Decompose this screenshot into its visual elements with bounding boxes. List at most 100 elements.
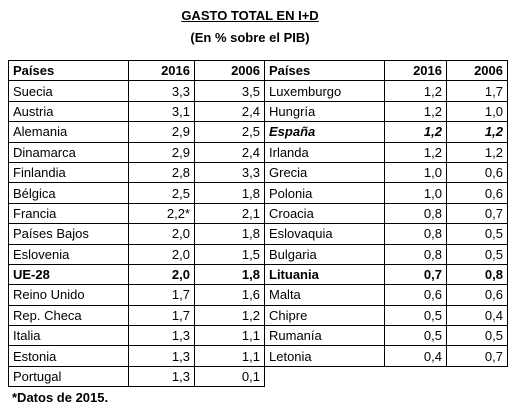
value-cell: 1,8 <box>194 263 265 286</box>
table-row: Portugal 1,3 0,1 <box>8 365 508 388</box>
value-cell: 0,6 <box>446 284 508 306</box>
value-cell: 1,5 <box>194 243 265 265</box>
footnote: *Datos de 2015. <box>12 390 109 405</box>
table-row: Rep. Checa 1,7 1,2 Chipre 0,5 0,4 <box>8 304 508 327</box>
country-cell: Rep. Checa <box>8 304 129 327</box>
value-cell: 0,8 <box>384 243 447 265</box>
table-row: Francia 2,2* 2,1 Croacia 0,8 0,7 <box>8 202 508 225</box>
value-cell: 1,1 <box>194 345 265 367</box>
column-header: 2006 <box>446 59 508 82</box>
title: GASTO TOTAL EN I+D <box>181 8 319 23</box>
value-cell: 0,7 <box>446 202 508 225</box>
value-cell: 3,1 <box>128 100 195 123</box>
column-header: 2016 <box>384 59 447 82</box>
country-cell: Hungría <box>264 100 385 123</box>
country-cell: Eslovenia <box>8 243 129 265</box>
country-cell: Malta <box>264 284 385 306</box>
table-row: Italia 1,3 1,1 Rumanía 0,5 0,5 <box>8 325 508 347</box>
value-cell: 3,3 <box>128 80 195 102</box>
table-row: Dinamarca 2,9 2,4 Irlanda 1,2 1,2 <box>8 141 508 163</box>
country-cell: Finlandia <box>8 161 129 184</box>
column-header: 2006 <box>194 59 265 82</box>
table-row: Eslovenia 2,0 1,5 Bulgaria 0,8 0,5 <box>8 243 508 265</box>
value-cell: 0,6 <box>446 182 508 204</box>
value-cell: 2,9 <box>128 141 195 163</box>
country-cell: España <box>264 121 385 143</box>
value-cell: 1,8 <box>194 223 265 245</box>
country-cell: Lituania <box>264 263 385 286</box>
value-cell: 3,3 <box>194 161 265 184</box>
country-cell: Letonia <box>264 345 385 367</box>
value-cell: 1,2 <box>384 141 447 163</box>
country-cell: Estonia <box>8 345 129 367</box>
value-cell: 0,8 <box>384 223 447 245</box>
country-cell: Francia <box>8 202 129 225</box>
value-cell: 0,5 <box>384 325 447 347</box>
country-cell: Croacia <box>264 202 385 225</box>
value-cell: 2,2* <box>128 202 195 225</box>
value-cell: 1,2 <box>446 121 508 143</box>
country-cell: Portugal <box>8 365 129 388</box>
table-row: Estonia 1,3 1,1 Letonia 0,4 0,7 <box>8 345 508 367</box>
country-cell: Suecia <box>8 80 129 102</box>
value-cell: 2,5 <box>128 182 195 204</box>
column-header: 2016 <box>128 59 195 82</box>
country-cell: Bélgica <box>8 182 129 204</box>
country-cell: Irlanda <box>264 141 385 163</box>
value-cell: 0,4 <box>446 304 508 327</box>
table-row: Austria 3,1 2,4 Hungría 1,2 1,0 <box>8 100 508 123</box>
country-cell: Alemania <box>8 121 129 143</box>
empty-cell <box>264 365 385 387</box>
value-cell: 1,7 <box>128 284 195 306</box>
value-cell: 0,8 <box>446 263 508 286</box>
value-cell: 1,0 <box>384 161 447 184</box>
value-cell: 1,3 <box>128 365 195 388</box>
value-cell: 2,5 <box>194 121 265 143</box>
value-cell: 1,2 <box>384 80 447 102</box>
column-header: Países <box>8 59 129 82</box>
country-cell: Dinamarca <box>8 141 129 163</box>
empty-cell <box>446 365 508 387</box>
country-cell: Bulgaria <box>264 243 385 265</box>
value-cell: 0,6 <box>446 161 508 184</box>
value-cell: 2,8 <box>128 161 195 184</box>
value-cell: 2,0 <box>128 223 195 245</box>
header-row: Países 2016 2006 Países 2016 2006 <box>8 59 508 82</box>
value-cell: 1,0 <box>384 182 447 204</box>
table-row: Países Bajos 2,0 1,8 Eslovaquia 0,8 0,5 <box>8 223 508 245</box>
value-cell: 1,6 <box>194 284 265 306</box>
value-cell: 1,3 <box>128 325 195 347</box>
value-cell: 1,2 <box>384 100 447 123</box>
country-cell: Eslovaquia <box>264 223 385 245</box>
country-cell: Chipre <box>264 304 385 327</box>
value-cell: 0,5 <box>446 223 508 245</box>
country-cell: UE-28 <box>8 263 129 286</box>
table-row: Bélgica 2,5 1,8 Polonia 1,0 0,6 <box>8 182 508 204</box>
country-cell: Austria <box>8 100 129 123</box>
data-table: Países 2016 2006 Países 2016 2006 Suecia 3,3 3,… <box>8 59 508 388</box>
value-cell: 0,1 <box>194 365 265 388</box>
value-cell: 1,7 <box>446 80 508 102</box>
value-cell: 1,8 <box>194 182 265 204</box>
table-row: Suecia 3,3 3,5 Luxemburgo 1,2 1,7 <box>8 80 508 102</box>
value-cell: 2,9 <box>128 121 195 143</box>
value-cell: 1,3 <box>128 345 195 367</box>
value-cell: 2,4 <box>194 141 265 163</box>
value-cell: 1,2 <box>384 121 447 143</box>
table-row: Reino Unido 1,7 1,6 Malta 0,6 0,6 <box>8 284 508 306</box>
value-cell: 0,7 <box>384 263 447 286</box>
country-cell: Reino Unido <box>8 284 129 306</box>
empty-cell <box>384 365 447 387</box>
value-cell: 1,1 <box>194 325 265 347</box>
value-cell: 0,8 <box>384 202 447 225</box>
value-cell: 1,0 <box>446 100 508 123</box>
value-cell: 2,4 <box>194 100 265 123</box>
value-cell: 0,5 <box>446 243 508 265</box>
country-cell: Países Bajos <box>8 223 129 245</box>
value-cell: 1,2 <box>446 141 508 163</box>
value-cell: 0,4 <box>384 345 447 367</box>
country-cell: Luxemburgo <box>264 80 385 102</box>
table-row: Finlandia 2,8 3,3 Grecia 1,0 0,6 <box>8 161 508 184</box>
column-header: Países <box>264 59 385 82</box>
